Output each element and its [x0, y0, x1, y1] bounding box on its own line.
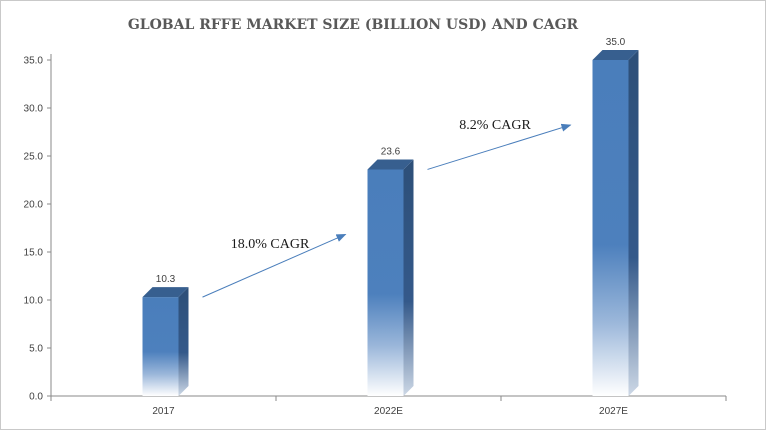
x-axis-labels: 2017 2022E 2027E — [152, 406, 628, 417]
cagr-annotation: 8.2% CAGR — [427, 118, 572, 170]
y-tick-label: 35.0 — [24, 56, 44, 67]
data-labels: 10.3 23.6 35.0 — [156, 37, 626, 285]
bar-side — [178, 287, 189, 396]
cagr-label: 18.0% CAGR — [231, 237, 310, 252]
data-label: 10.3 — [156, 274, 176, 285]
bar-front — [367, 169, 404, 396]
bar-front — [142, 297, 179, 396]
bar — [142, 287, 189, 396]
y-tick-label: 0.0 — [29, 392, 43, 403]
bar — [367, 159, 414, 396]
bar-top — [367, 159, 414, 170]
y-tick-label: 10.0 — [24, 296, 44, 307]
cagr-label: 8.2% CAGR — [459, 118, 531, 133]
y-tick-label: 25.0 — [24, 152, 44, 163]
y-axis-ticks: 0.0 5.0 10.0 15.0 20.0 25.0 30.0 35.0 — [24, 56, 51, 403]
bar-side — [403, 159, 414, 396]
bar-side — [628, 50, 639, 396]
y-tick-label: 15.0 — [24, 248, 44, 259]
cagr-arrow — [427, 123, 572, 170]
bar-front — [592, 60, 629, 396]
y-tick-label: 30.0 — [24, 104, 44, 115]
x-tick-label: 2027E — [599, 406, 628, 417]
y-tick-label: 20.0 — [24, 200, 44, 211]
x-tick-label: 2017 — [152, 406, 175, 417]
data-label: 23.6 — [381, 146, 401, 157]
y-tick-label: 5.0 — [29, 344, 43, 355]
bar — [592, 50, 639, 396]
bar-top — [592, 50, 639, 60]
bar-top — [142, 287, 189, 298]
cagr-annotation: 18.0% CAGR — [202, 233, 347, 298]
bars — [142, 50, 639, 396]
data-label: 35.0 — [606, 37, 626, 48]
chart-title: GLOBAL RFFE MARKET SIZE (BILLION USD) AN… — [128, 17, 579, 33]
x-tick-label: 2022E — [374, 406, 403, 417]
cagr-arrow — [202, 233, 347, 298]
cagr-annotations: 18.0% CAGR 8.2% CAGR — [202, 118, 572, 298]
